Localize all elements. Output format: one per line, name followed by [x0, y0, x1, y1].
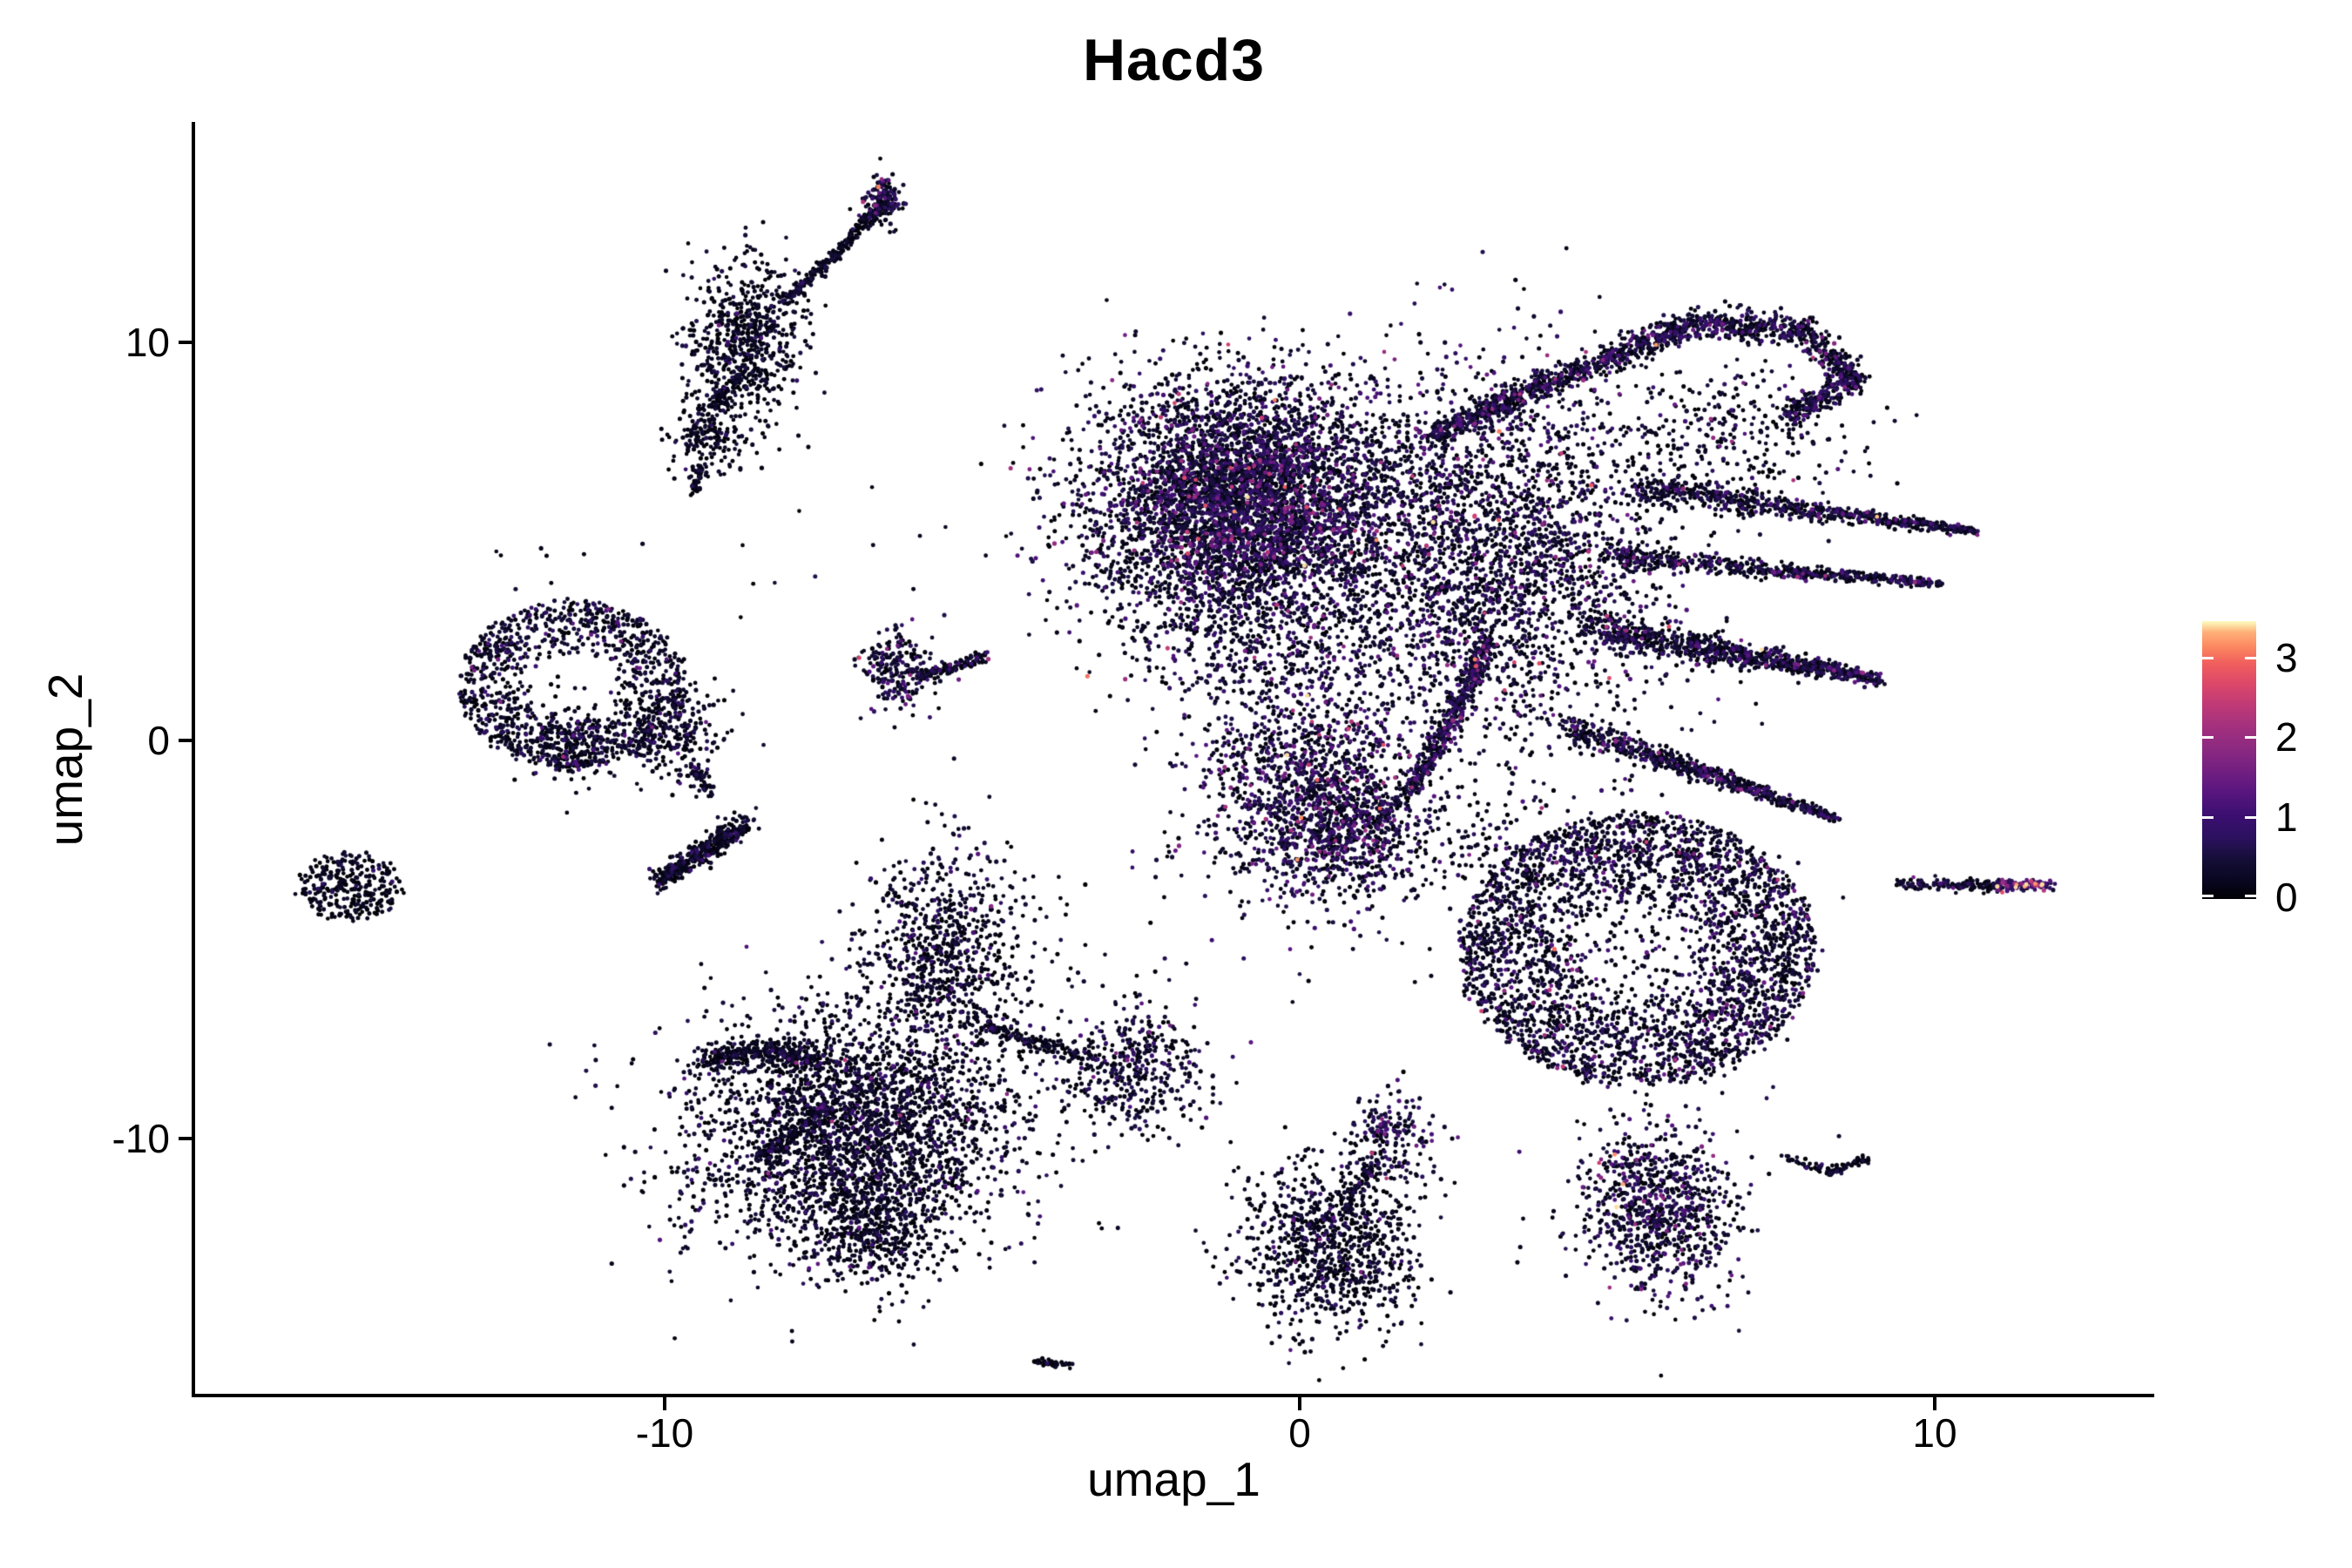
- colorbar-label-3: 3: [2275, 635, 2298, 680]
- x-tick-10: [1933, 1397, 1936, 1410]
- colorbar-tick-3-right: [2245, 657, 2256, 659]
- y-tick-0: [179, 739, 193, 742]
- colorbar-tick-0-left: [2202, 895, 2213, 897]
- colorbar-tick-2-right: [2245, 736, 2256, 739]
- y-tick-neg10: [179, 1137, 193, 1140]
- colorbar-label-1: 1: [2275, 794, 2298, 840]
- x-axis-title: umap_1: [1087, 1452, 1260, 1506]
- colorbar-tick-3-left: [2202, 657, 2213, 659]
- y-tick-10: [179, 341, 193, 344]
- x-tick-label-0: 0: [1288, 1410, 1311, 1456]
- x-axis-line: [192, 1394, 2154, 1397]
- colorbar-tick-2-left: [2202, 736, 2213, 739]
- y-axis-line: [192, 122, 195, 1397]
- colorbar-gradient: [2202, 621, 2256, 899]
- colorbar-tick-0-right: [2245, 895, 2256, 897]
- y-tick-label-10: 10: [125, 320, 170, 365]
- colorbar-label-2: 2: [2275, 714, 2298, 760]
- colorbar-tick-1-right: [2245, 816, 2256, 819]
- x-tick-neg10: [663, 1397, 666, 1410]
- y-tick-label-0: 0: [147, 718, 170, 763]
- x-tick-0: [1298, 1397, 1301, 1410]
- colorbar-label-0: 0: [2275, 875, 2298, 920]
- umap-scatter-canvas: [195, 124, 2153, 1396]
- y-tick-label-neg10: -10: [112, 1116, 170, 1161]
- y-axis-title: umap_2: [38, 672, 92, 847]
- colorbar-tick-1-left: [2202, 816, 2213, 819]
- plot-title: Hacd3: [1082, 27, 1266, 93]
- x-tick-label-neg10: -10: [635, 1410, 694, 1456]
- x-tick-label-10: 10: [1912, 1410, 1957, 1456]
